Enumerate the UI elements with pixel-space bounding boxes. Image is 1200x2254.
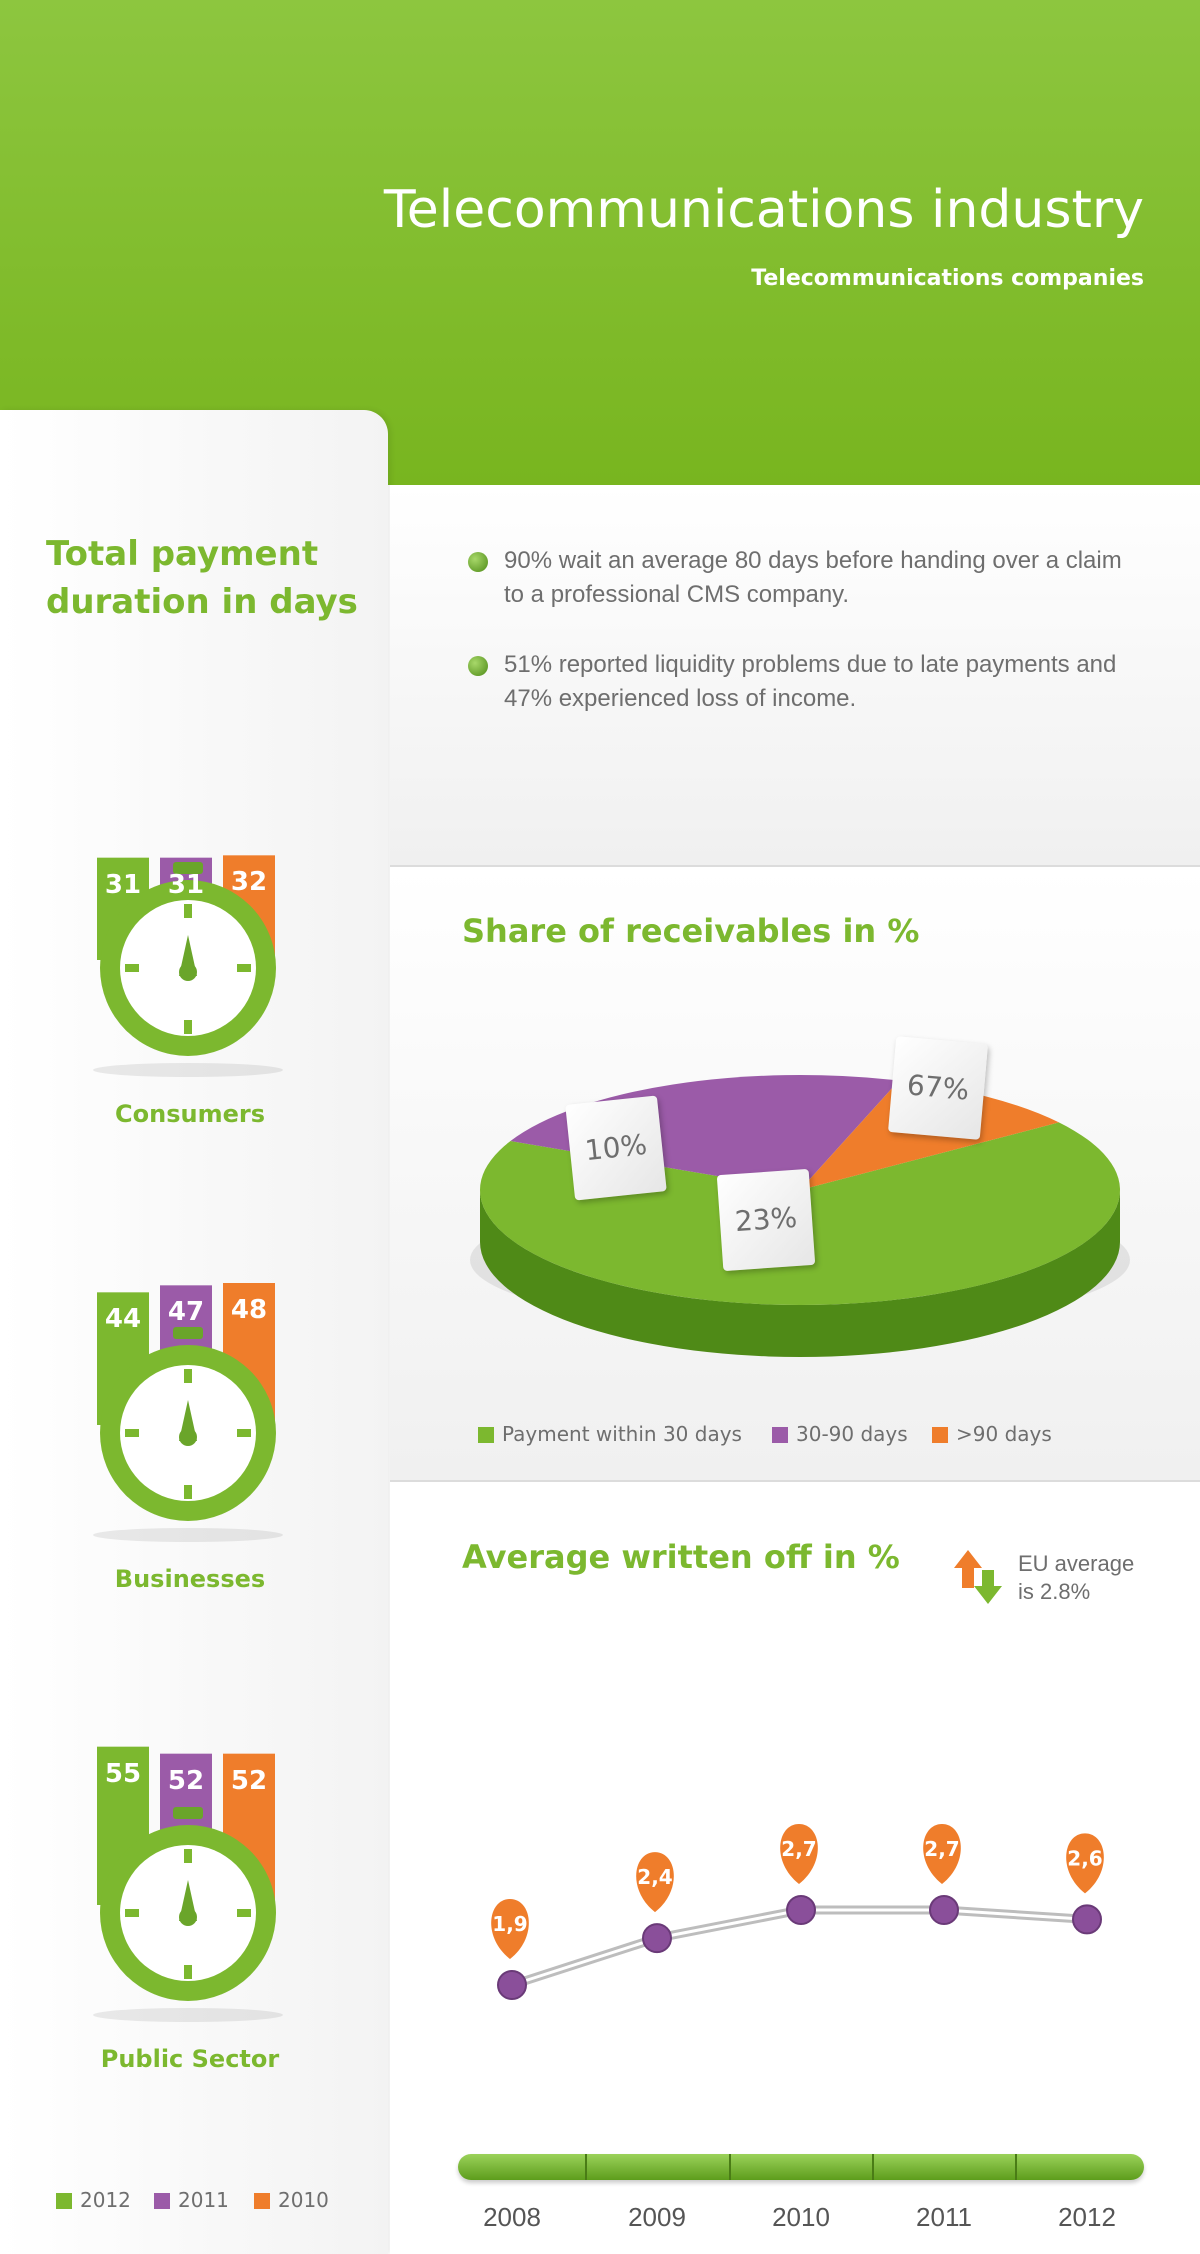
- line-point-2010: [786, 1895, 816, 1925]
- line-point-2012: [1072, 1904, 1102, 1935]
- gauge-value: 31: [167, 869, 205, 900]
- legend-2012: 2012: [80, 2188, 131, 2212]
- page-subtitle: Telecommunications companies: [751, 266, 1144, 291]
- stopwatch-shadow: [93, 1063, 283, 1077]
- eu-arrows-icon: [954, 1550, 1002, 1604]
- gauge-value: 52: [167, 1765, 205, 1796]
- stopwatch-crown: [173, 862, 203, 874]
- duration-title: Total payment duration in days: [46, 534, 358, 622]
- line-point-2011: [929, 1895, 959, 1925]
- stopwatch-tick: [237, 1909, 251, 1917]
- value-pin-icon: [636, 1852, 674, 1913]
- legend-swatch-2012: [56, 2193, 72, 2209]
- stopwatch-tick: [125, 964, 139, 972]
- stopwatch-tick: [184, 1020, 192, 1034]
- gauge-value: 47: [167, 1297, 205, 1328]
- axis-separator: [729, 2154, 731, 2180]
- stopwatch-tick: [237, 1429, 251, 1437]
- axis-separator: [585, 2154, 587, 2180]
- line-value-label: 2,6: [1067, 1846, 1102, 1870]
- line-value-label: 2,4: [637, 1865, 672, 1889]
- header-banner: Telecommunications industry Telecommunic…: [0, 0, 1200, 485]
- gauge-label: Consumers: [115, 1100, 265, 1128]
- pie-title: Share of receivables in %: [462, 912, 920, 950]
- stopwatch-tick: [184, 1485, 192, 1499]
- x-tick-label-2009: 2009: [628, 2202, 686, 2232]
- stopwatch-tick: [184, 1369, 192, 1383]
- stopwatch-hub: [179, 963, 197, 981]
- line-title: Average written off in %: [462, 1538, 900, 1576]
- gauge-value: 44: [104, 1304, 142, 1335]
- bullet-item: 51% reported liquidity problems due to l…: [462, 648, 1142, 716]
- gauge-value: 31: [104, 869, 142, 900]
- stopwatch-crown: [173, 1327, 203, 1339]
- x-tick-label-2011: 2011: [916, 2202, 972, 2232]
- line-value-label: 1,9: [492, 1912, 527, 1936]
- bullet-item: 90% wait an average 80 days before handi…: [462, 544, 1142, 612]
- stopwatch-tick: [125, 1429, 139, 1437]
- legend-30-90: 30-90 days: [796, 1422, 908, 1446]
- legend-swatch-30-90: [772, 1427, 788, 1443]
- line-value-label: 2,7: [924, 1837, 959, 1861]
- stopwatch-tick: [125, 1909, 139, 1917]
- value-pin-icon: [923, 1824, 961, 1884]
- stopwatch-tick: [184, 1849, 192, 1863]
- value-pin-icon: [780, 1824, 818, 1884]
- x-tick-label-2012: 2012: [1058, 2202, 1116, 2232]
- gauge-label: Public Sector: [100, 2045, 280, 2073]
- legend-90plus: >90 days: [956, 1422, 1052, 1446]
- gauge-value: 52: [230, 1765, 268, 1796]
- axis-separator: [872, 2154, 874, 2180]
- stopwatch-crown: [173, 1807, 203, 1819]
- line-point-2009: [642, 1923, 672, 1954]
- stopwatch-shadow: [93, 1528, 283, 1542]
- stopwatch-tick: [237, 964, 251, 972]
- x-axis-bar: [458, 2154, 1144, 2180]
- legend-swatch-2011: [154, 2193, 170, 2209]
- bullets-section: [390, 485, 1200, 867]
- gauge-label: Businesses: [114, 1565, 266, 1593]
- page-title: Telecommunications industry: [383, 180, 1144, 240]
- pie-side-0: [480, 1190, 1120, 1357]
- legend-swatch-90plus: [932, 1427, 948, 1443]
- stopwatch-hub: [179, 1428, 197, 1446]
- bullet-list: 90% wait an average 80 days before handi…: [462, 544, 1142, 752]
- line-value-label: 2,7: [781, 1837, 816, 1861]
- line-point-2008: [497, 1970, 527, 2000]
- gauge-value: 32: [230, 867, 268, 898]
- value-pin-icon: [491, 1899, 529, 1959]
- legend-2011: 2011: [178, 2188, 229, 2212]
- value-pin-icon: [1066, 1833, 1104, 1894]
- gauge-value: 48: [230, 1295, 268, 1325]
- legend-30days: Payment within 30 days: [502, 1422, 742, 1446]
- legend-2010: 2010: [278, 2188, 329, 2212]
- stopwatch-shadow: [93, 2008, 283, 2022]
- stopwatch-tick: [184, 1965, 192, 1979]
- bullet-dot-icon: [468, 552, 488, 572]
- gauge-value: 55: [104, 1758, 142, 1789]
- x-tick-label-2010: 2010: [772, 2202, 830, 2232]
- eu-average-note: EU average is 2.8%: [1018, 1551, 1135, 1604]
- legend-swatch-30days: [478, 1427, 494, 1443]
- stopwatch-tick: [184, 904, 192, 918]
- bullet-dot-icon: [468, 656, 488, 676]
- axis-separator: [1015, 2154, 1017, 2180]
- legend-swatch-2010: [254, 2193, 270, 2209]
- stopwatch-hub: [179, 1908, 197, 1926]
- x-tick-label-2008: 2008: [483, 2202, 541, 2232]
